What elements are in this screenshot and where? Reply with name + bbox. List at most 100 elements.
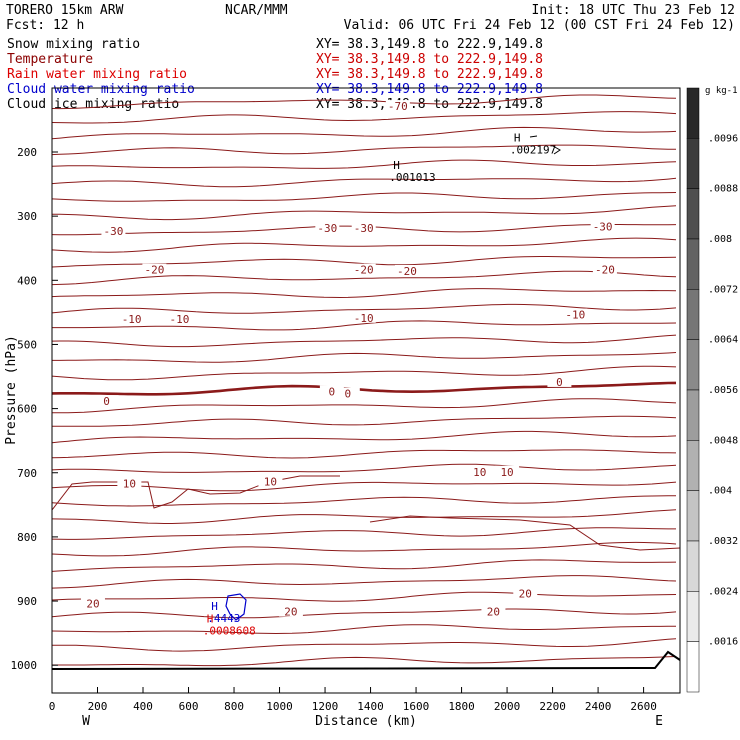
colorbar-tick-label: .0032	[708, 536, 738, 547]
temperature-contour	[51, 509, 677, 524]
temperature-label-bg	[385, 100, 410, 112]
temperature-label: 0	[329, 386, 336, 399]
colorbar-swatch	[686, 490, 700, 542]
temperature-label-bg	[319, 385, 344, 397]
temperature-contour	[51, 608, 677, 619]
temperature-label-bg	[592, 263, 617, 275]
temperature-label: -70	[388, 100, 408, 113]
temperature-label: -10	[565, 309, 585, 322]
field-legend: Snow mixing ratio XY= 38.3,149.8 to 222.9…	[7, 37, 543, 112]
temperature-label: -30	[593, 221, 613, 234]
init-time: Init: 18 UTC Thu 23 Feb 12	[532, 3, 736, 18]
field-label: Cloud water mixing ratio	[7, 82, 195, 97]
y-tick-label: 900	[17, 595, 37, 608]
temperature-label-bg	[94, 395, 119, 407]
temperature-label: 0	[103, 395, 110, 408]
colorbar-tick-label: .0064	[708, 335, 738, 346]
temperature-contour	[51, 527, 676, 540]
temperature-contour	[52, 656, 677, 667]
temperature-label: -30	[317, 222, 337, 235]
temperature-contour	[52, 352, 677, 363]
temperature-label-bg	[335, 387, 360, 399]
x-tick-label: 1800	[448, 700, 475, 713]
colorbar: .0096 .0088 .008 .0072 .0064 .0056 .0048 .004 .0…	[686, 87, 738, 693]
y-tick-label: 400	[17, 274, 37, 287]
temperature-label: 0	[556, 376, 563, 389]
temperature-label: 20	[86, 597, 99, 610]
x-axis-label: Distance (km)	[315, 714, 417, 729]
temperature-label-bg	[351, 263, 376, 275]
field-xy: XY= 38.3,149.8 to 222.9,149.8	[316, 67, 543, 82]
temperature-labels: -70 -30 -30 -30 -30 -20 -20 -20 -20 -10 -10 -10 -10 0…	[80, 100, 617, 619]
colorbar-tick-label: .0048	[708, 435, 738, 446]
colorbar-swatch	[686, 440, 700, 491]
valid-time: Valid: 06 UTC Fri 24 Feb 12 (00 CST Fri …	[344, 18, 735, 33]
temperature-label: 10	[473, 466, 486, 479]
field-xy: XY= 38.3,149.8 to 222.9,149.8	[316, 37, 543, 52]
x-tick-label: 800	[224, 700, 244, 713]
colorbar-swatch	[686, 138, 700, 189]
temperature-label-bg	[394, 264, 419, 276]
colorbar-tick-label: .0056	[708, 385, 738, 396]
colorbar-swatch	[686, 289, 700, 340]
extremum-value: .001013	[389, 171, 435, 184]
plot-area: -70 -30 -30 -30 -30 -20 -20 -20 -20 -10 -10 -10 -10 0…	[51, 87, 681, 694]
temperature-label-bg	[315, 221, 340, 233]
temperature-contour	[51, 638, 677, 652]
temperature-contour	[51, 270, 677, 286]
temperature-label-bg	[590, 220, 615, 232]
x-tick-label: 1000	[266, 700, 293, 713]
temperature-label: -20	[144, 264, 164, 277]
temperature-label-bg	[351, 221, 376, 233]
field-label: Snow mixing ratio	[7, 37, 140, 52]
x-axis-left-label: W	[82, 714, 90, 729]
temperature-label: -20	[354, 264, 374, 277]
temperature-contour	[51, 94, 677, 110]
temperature-label-bg	[481, 605, 506, 617]
mixing-ratio-contours	[51, 135, 681, 670]
colorbar-tick-label: .0072	[708, 284, 738, 295]
x-tick-label: 200	[88, 700, 108, 713]
extremum-value: .4443	[207, 612, 240, 625]
temperature-label-bg	[547, 375, 572, 387]
x-tick-label: 2200	[539, 700, 566, 713]
y-tick-label: 500	[17, 338, 37, 351]
temperature-contour	[51, 449, 677, 459]
temperature-label: -10	[354, 312, 374, 325]
plot-frame	[51, 87, 681, 694]
field-label: Temperature	[7, 52, 93, 67]
extremum-marker: H	[514, 132, 521, 145]
x-axis-right-label: E	[655, 714, 663, 729]
field-xy: XY= 38.3,149.8 to 222.9,149.8	[316, 52, 543, 67]
temperature-contour	[51, 192, 677, 202]
temperature-contour	[51, 430, 677, 444]
x-tick-label: 1400	[357, 700, 384, 713]
cloud-water-contour	[225, 593, 247, 621]
temperature-label-bg	[278, 605, 303, 617]
temperature-contour	[51, 575, 677, 589]
temperature-contour	[51, 541, 677, 557]
field-xy: XY= 38.3,149.8 to 222.9,149.8	[316, 97, 543, 112]
colorbar-tick-label: .0096	[708, 133, 738, 144]
extremum-marker: H	[211, 600, 218, 613]
y-tick-label: 1000	[11, 659, 38, 672]
x-tick-label: 600	[179, 700, 199, 713]
x-tick-label: 400	[133, 700, 153, 713]
colorbar-tick-label: .0016	[708, 637, 738, 648]
forecast-hour: Fcst: 12 h	[6, 18, 84, 33]
temperature-contour	[51, 177, 677, 188]
temperature-label: 20	[284, 606, 297, 619]
temperature-label-bg	[117, 477, 142, 489]
temperature-label-bg	[80, 597, 105, 609]
temperature-contour	[51, 591, 677, 602]
temperature-contour	[51, 111, 677, 124]
temperature-contours	[51, 94, 677, 667]
colorbar-tick-label: .008	[708, 234, 732, 245]
x-tick-label: 1200	[312, 700, 339, 713]
temperature-label: 0	[344, 387, 351, 400]
temperature-label: -20	[397, 265, 417, 278]
temperature-label: -30	[354, 222, 374, 235]
temperature-contour	[51, 144, 677, 156]
temperature-contour	[52, 398, 677, 414]
temperature-label-bg	[258, 475, 283, 487]
